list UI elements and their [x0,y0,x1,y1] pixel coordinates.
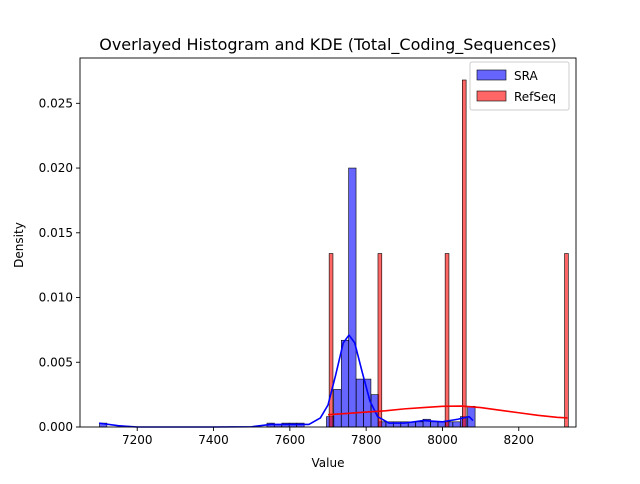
histogram-bar-refseq [564,253,569,428]
histogram-bar-sra [363,378,372,428]
histogram-bar-sra [348,167,357,428]
y-tick-label: 0.015 [39,226,73,240]
histogram-bar-sra [430,421,439,428]
histogram-bar-sra [333,389,342,428]
x-tick-label: 8000 [427,433,458,447]
x-axis-label: Value [312,456,345,470]
y-tick-label: 0.020 [39,161,73,175]
y-tick-label: 0.005 [39,355,73,369]
y-axis-label: Density [12,222,26,268]
x-tick-label: 7200 [122,433,153,447]
y-tick-label: 0.000 [39,420,73,434]
chart-title: Overlayed Histogram and KDE (Total_Codin… [99,35,557,55]
legend-label-refseq: RefSeq [514,90,556,104]
x-tick-label: 7800 [351,433,382,447]
histogram-bar-sra [415,421,424,428]
y-tick-label: 0.025 [39,96,73,110]
y-tick-label: 0.010 [39,291,73,305]
x-tick-label: 7400 [198,433,229,447]
histogram-bar-refseq [444,253,450,428]
histogram-bar-sra [437,421,446,428]
histogram-bar-sra [355,378,364,428]
legend-swatch-sra [476,69,507,81]
plot-frame [79,57,577,428]
histogram-bar-refseq [461,79,467,428]
histogram-bar-refseq [377,253,383,428]
kde-line-refseq [327,405,568,419]
axes-layer: 7200 7400 7600 7800 8000 8200 0.000 0.005 0.010 0… [39,57,577,447]
x-tick-label: 7600 [275,433,306,447]
legend-label-sra: SRA [514,69,538,83]
histogram-bar-sra [452,421,461,428]
x-tick-label: 8200 [503,433,534,447]
legend-swatch-refseq [476,90,507,102]
legend: SRA RefSeq [469,61,570,111]
